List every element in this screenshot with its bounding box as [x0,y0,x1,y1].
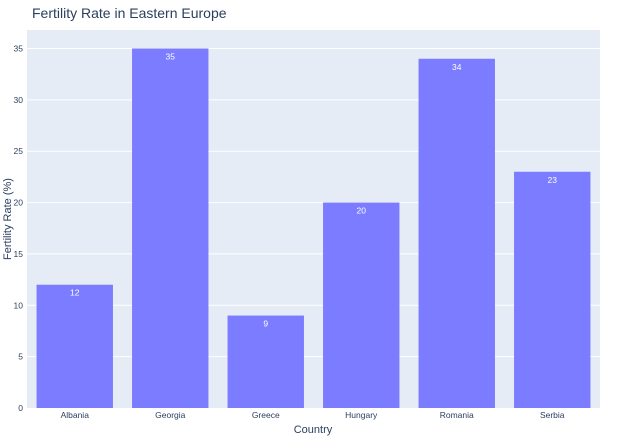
bar-serbia [514,171,591,408]
data-label: 34 [452,62,462,72]
data-label: 35 [166,51,176,61]
data-label: 23 [548,175,558,185]
data-labels: 12 35 9 20 34 23 [70,51,557,328]
bar-georgia [132,48,209,408]
y-tick-label: 0 [18,403,23,413]
x-tick-label: Albania [61,410,90,420]
data-label: 9 [263,319,268,329]
y-tick-label: 15 [14,249,24,259]
bar-albania [36,284,113,408]
plot-area [27,30,600,408]
y-axis-title: Fertility Rate (%) [2,178,14,260]
y-axis-ticks: 0 5 10 15 20 25 30 35 [14,43,24,413]
gridlines [27,47,600,358]
chart-title: Fertility Rate in Eastern Europe [32,5,227,21]
bars [36,48,591,409]
y-tick-label: 35 [14,43,24,53]
y-tick-label: 20 [14,198,24,208]
x-tick-label: Greece [252,410,280,420]
x-tick-label: Romania [440,410,474,420]
y-tick-label: 25 [14,146,24,156]
bar-hungary [323,202,400,408]
y-tick-label: 5 [18,352,23,362]
data-label: 12 [70,288,80,298]
y-tick-label: 10 [14,300,24,310]
x-tick-label: Serbia [540,410,565,420]
x-axis-title: Country [294,424,333,436]
bar-romania [418,58,495,409]
y-tick-label: 30 [14,95,24,105]
x-tick-label: Georgia [155,410,186,420]
x-tick-label: Hungary [345,410,378,420]
data-label: 20 [357,206,367,216]
x-axis-ticks: Albania Georgia Greece Hungary Romania Serbia [61,410,565,420]
bar-greece [227,315,304,408]
